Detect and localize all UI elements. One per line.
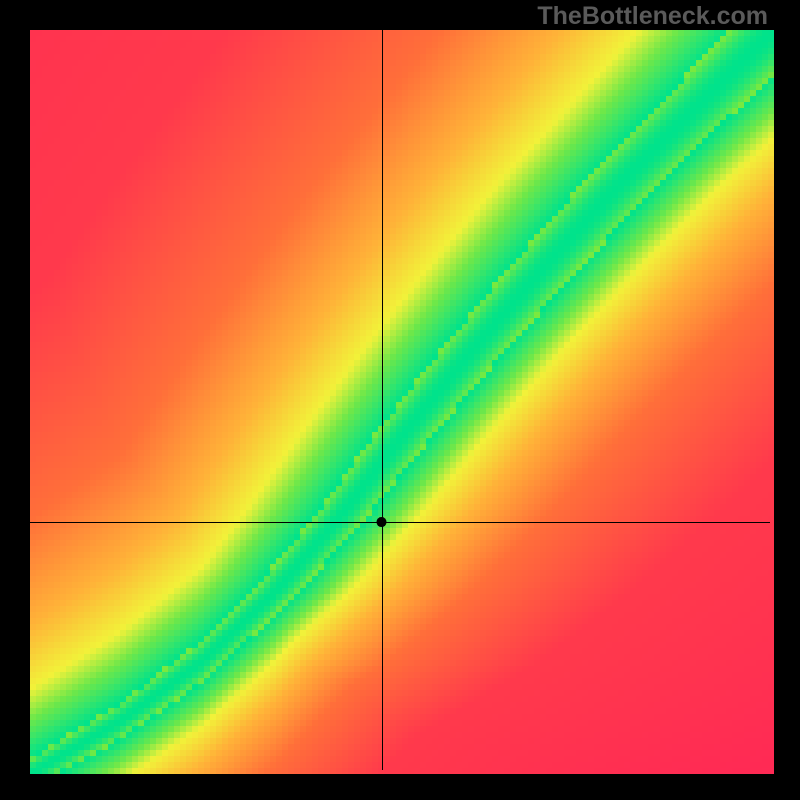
heatmap-canvas — [0, 0, 800, 800]
chart-container: TheBottleneck.com — [0, 0, 800, 800]
watermark-text: TheBottleneck.com — [537, 2, 768, 31]
